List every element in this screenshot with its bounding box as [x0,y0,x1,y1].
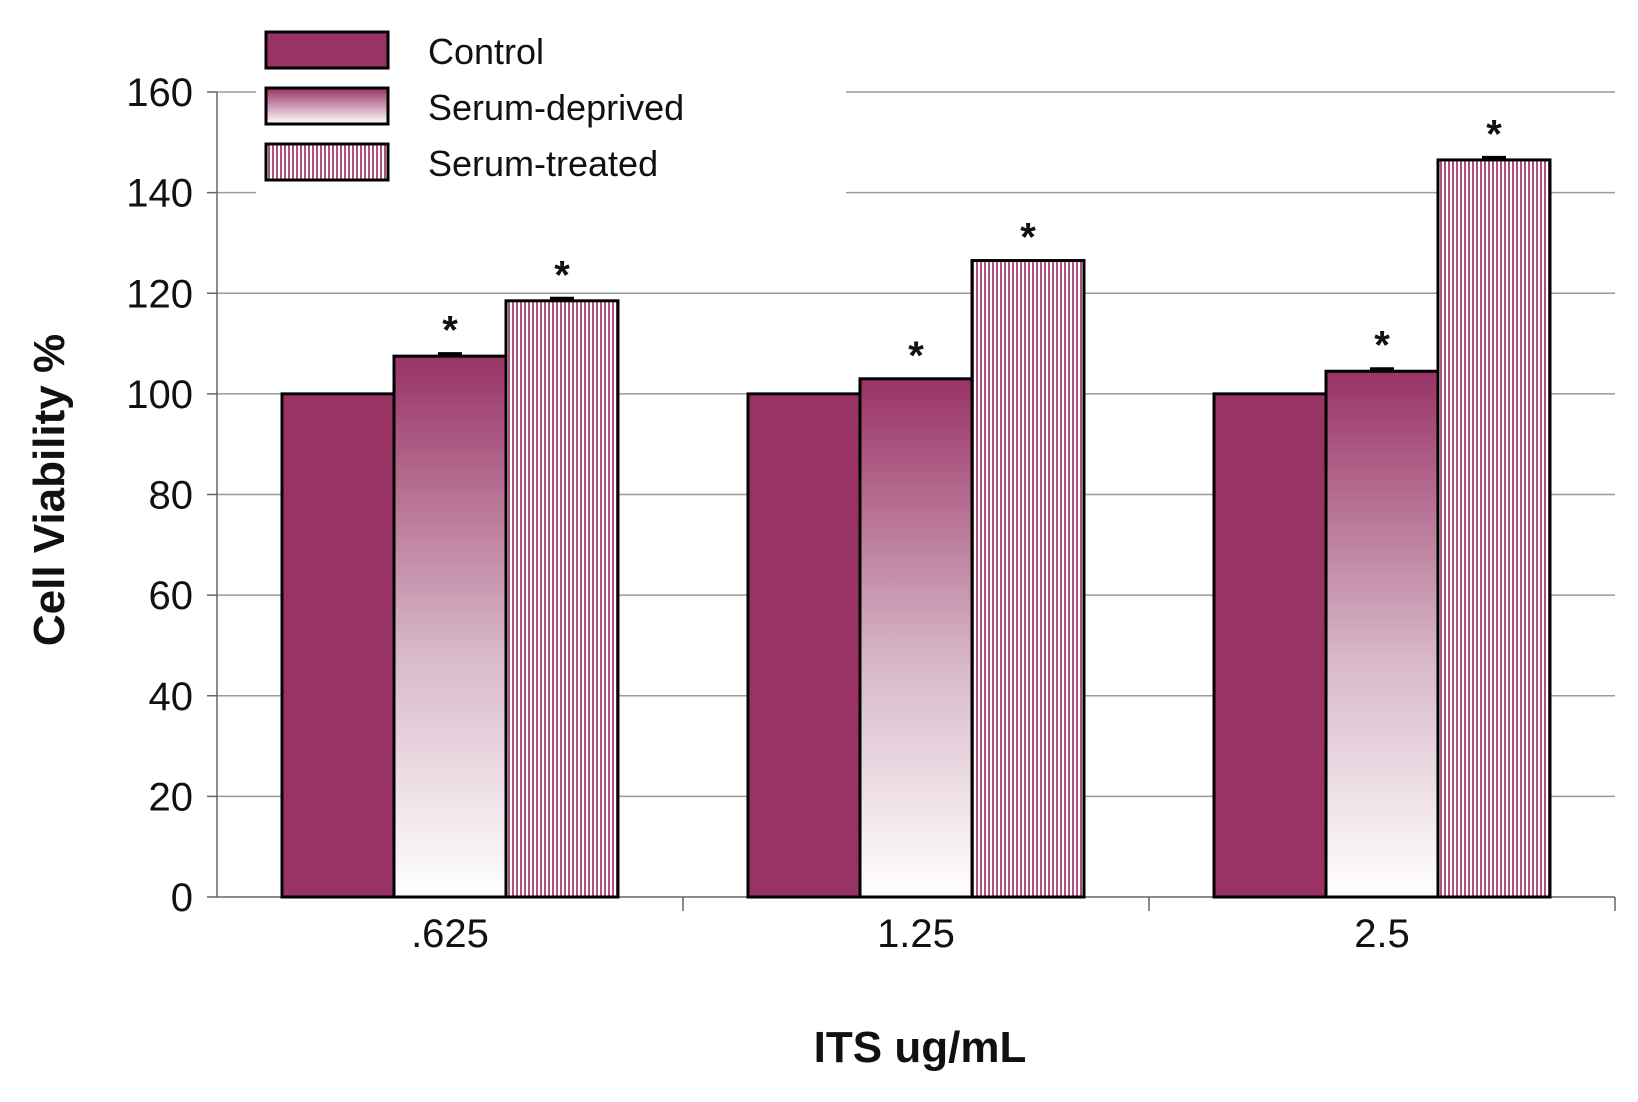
bar-serum-treated-2.5 [1436,158,1552,899]
significance-marker: * [1020,216,1036,260]
y-tick-label: 100 [126,373,193,417]
bar-serum-deprived-2.5 [1324,369,1440,899]
y-axis-title: Cell Viability % [25,334,74,646]
x-tick-label: 1.25 [877,912,955,956]
bar-control-.625 [280,392,396,899]
significance-marker: * [554,253,570,297]
legend-swatch-control [264,30,390,70]
bar-serum-treated-1.25 [970,259,1086,899]
bar-control-2.5 [1212,392,1328,899]
legend-label: Serum-treated [428,143,658,184]
y-tick-label: 120 [126,272,193,316]
legend-swatch-serum-treated [264,142,390,182]
x-tick-label: 2.5 [1354,912,1410,956]
bars [280,155,1552,899]
legend-label: Control [428,31,544,72]
y-tick-label: 40 [149,675,194,719]
x-axis-title: ITS ug/mL [814,1023,1027,1072]
y-tick-label: 0 [171,876,193,920]
significance-marker: * [442,309,458,353]
significance-marker: * [908,334,924,378]
x-tick-label: .625 [411,912,489,956]
significance-marker: * [1486,112,1502,156]
bar-serum-deprived-.625 [392,354,508,899]
significance-marker: * [1374,324,1390,368]
y-tick-label: 80 [149,474,194,518]
labels: 0 20 40 60 80 100 120 140 160 .625 * * 1.25 * * 2.5 * * [126,71,1502,956]
bar-serum-treated-.625 [504,299,620,899]
y-tick-label: 160 [126,71,193,115]
bar-serum-deprived-1.25 [858,377,974,899]
legend-swatch-serum-deprived [264,86,390,126]
bar-control-1.25 [746,392,862,899]
y-tick-label: 140 [126,172,193,216]
y-tick-label: 20 [149,775,194,819]
legend-label: Serum-deprived [428,87,684,128]
y-tick-label: 60 [149,574,194,618]
legend: Control Serum-deprived Serum-treated [256,26,846,198]
